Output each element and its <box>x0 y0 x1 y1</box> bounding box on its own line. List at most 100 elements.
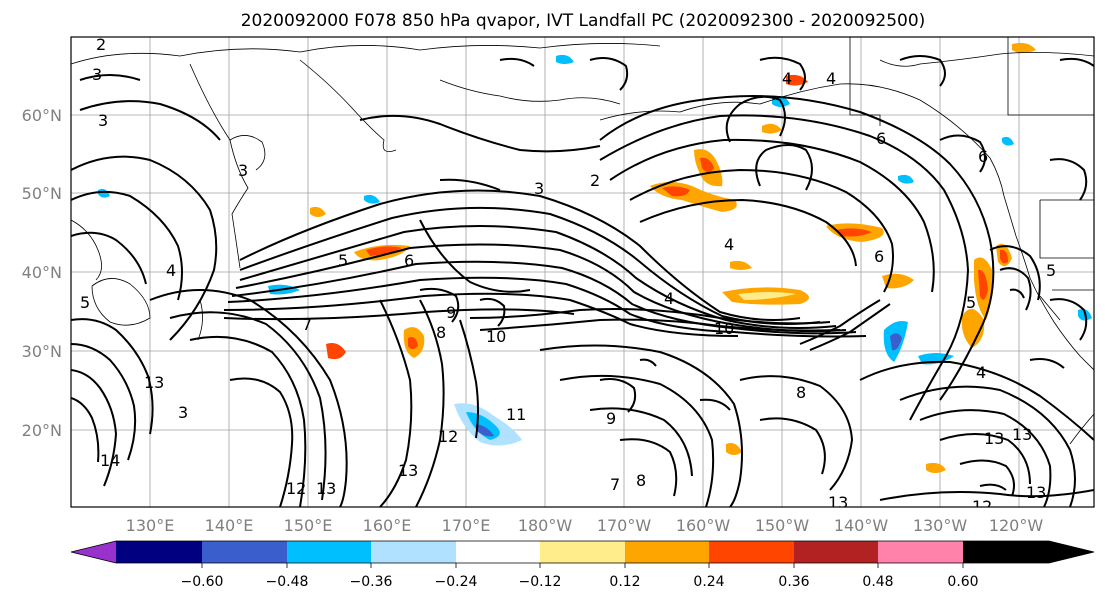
colorbar: −0.60 −0.48 −0.36 −0.24 −0.12 0.12 0.24 … <box>70 540 1095 590</box>
contour-label: 3 <box>92 65 102 84</box>
contour-label: 12 <box>972 497 992 516</box>
colorbar-tick-label: −0.60 <box>181 574 224 590</box>
map-title: 2020092000 F078 850 hPa qvapor, IVT Land… <box>241 11 926 31</box>
contour-label: 4 <box>166 261 176 280</box>
lat-label: 50°N <box>22 184 62 203</box>
colorbar-bin <box>202 541 287 563</box>
longitude-labels: 130°E 140°E 150°E 160°E 170°E 180°W 170°… <box>126 516 1044 535</box>
colorbar-tick-label: −0.36 <box>350 574 393 590</box>
contour-label: 9 <box>446 303 456 322</box>
contour-label: 7 <box>302 315 312 334</box>
positive-anomaly-patch <box>730 260 752 270</box>
lon-label: 160°E <box>363 516 412 535</box>
contour-label: 6 <box>978 147 988 166</box>
colorbar-bin <box>625 541 709 563</box>
contour-labels: 2 3 3 3 3 3 4 5 5 6 7 8 9 10 10 11 12 12… <box>80 35 1056 516</box>
negative-anomaly-patch <box>556 54 574 64</box>
positive-anomaly-patch <box>762 123 782 134</box>
contour-label: 13 <box>984 429 1004 448</box>
contour-label: 4 <box>724 235 734 254</box>
contour-label: 7 <box>610 475 620 494</box>
contour-label: 8 <box>436 323 446 342</box>
positive-anomaly-patch <box>836 228 872 237</box>
positive-anomaly-patch <box>926 462 946 473</box>
colorbar-bin <box>878 541 963 563</box>
contour-label: 3 <box>98 111 108 130</box>
shaded-anomalies <box>98 42 1092 473</box>
contour-label: 5 <box>338 251 348 270</box>
lon-label: 140°E <box>205 516 254 535</box>
lon-label: 150°W <box>755 516 810 535</box>
positive-anomaly-patch <box>726 443 742 455</box>
colorbar-tick-label: −0.48 <box>266 574 309 590</box>
colorbar-bin <box>709 541 794 563</box>
contour-label: 13 <box>1026 483 1046 502</box>
colorbar-tick-label: −0.12 <box>519 574 562 590</box>
contour-label: 13 <box>398 461 418 480</box>
colorbar-tick-labels: −0.60 −0.48 −0.36 −0.24 −0.12 0.12 0.24 … <box>181 574 979 590</box>
lat-label: 40°N <box>22 263 62 282</box>
colorbar-tick-label: 0.36 <box>778 574 809 590</box>
lat-label: 30°N <box>22 342 62 361</box>
colorbar-bin <box>116 541 202 563</box>
colorbar-max-extension <box>963 541 1094 563</box>
colorbar-ticks <box>201 563 964 568</box>
colorbar-outline <box>70 540 1095 564</box>
positive-anomaly-patch <box>408 337 418 349</box>
positive-anomaly-patch <box>310 206 326 217</box>
contour-label: 12 <box>438 427 458 446</box>
contour-label: 13 <box>1012 425 1032 444</box>
contour-label: 3 <box>238 161 248 180</box>
contour-label: 4 <box>976 363 986 382</box>
colorbar-tick-label: 0.60 <box>947 574 978 590</box>
contour-label: 3 <box>534 179 544 198</box>
lon-label: 180°W <box>518 516 573 535</box>
contour-label: 2 <box>96 35 106 54</box>
lon-label: 170°W <box>597 516 652 535</box>
contour-label: 10 <box>714 319 734 338</box>
colorbar-tick-label: 0.48 <box>862 574 893 590</box>
lon-label: 120°W <box>989 516 1044 535</box>
colorbar-tick-label: −0.24 <box>435 574 478 590</box>
contour-label: 9 <box>606 409 616 428</box>
contour-label: 14 <box>100 451 120 470</box>
positive-anomaly-patch <box>326 343 346 360</box>
lon-label: 130°W <box>913 516 968 535</box>
negative-anomaly-patch <box>476 424 494 437</box>
colorbar-bin <box>287 541 371 563</box>
contour-label: 3 <box>178 403 188 422</box>
contour-label: 6 <box>876 129 886 148</box>
positive-anomaly-patch <box>1000 249 1008 264</box>
contour-label: 5 <box>80 293 90 312</box>
positive-anomaly-patch <box>366 246 402 256</box>
positive-anomaly-patch <box>662 186 690 197</box>
colorbar-tick-label: 0.24 <box>693 574 724 590</box>
map-frame <box>70 36 1095 508</box>
positive-anomaly-patch <box>978 269 988 300</box>
contour-label: 5 <box>1046 261 1056 280</box>
contour-label: 11 <box>506 405 526 424</box>
coastlines <box>71 37 1094 445</box>
colorbar-min-extension <box>71 541 116 563</box>
contour-label: 8 <box>796 383 806 402</box>
contour-label: 10 <box>486 327 506 346</box>
map-panel: 2 3 3 3 3 3 4 5 5 6 7 8 9 10 10 11 12 12… <box>70 35 1095 516</box>
positive-anomaly-patch <box>700 157 714 172</box>
contour-label: 13 <box>144 373 164 392</box>
contour-label: 6 <box>874 247 884 266</box>
contour-label: 4 <box>826 69 836 88</box>
contour-label: 6 <box>404 251 414 270</box>
lon-label: 140°W <box>834 516 889 535</box>
negative-anomaly-patch <box>1002 136 1014 146</box>
colorbar-tick-label: 0.12 <box>609 574 640 590</box>
contour-label: 13 <box>316 479 336 498</box>
lon-label: 160°W <box>676 516 731 535</box>
positive-anomaly-patch <box>1012 42 1036 53</box>
positive-anomaly-patch <box>786 74 808 86</box>
lat-label: 60°N <box>22 106 62 125</box>
contour-label: 4 <box>664 289 674 308</box>
negative-anomaly-patch <box>898 174 914 184</box>
contour-label: 12 <box>286 479 306 498</box>
colorbar-bin <box>794 541 878 563</box>
